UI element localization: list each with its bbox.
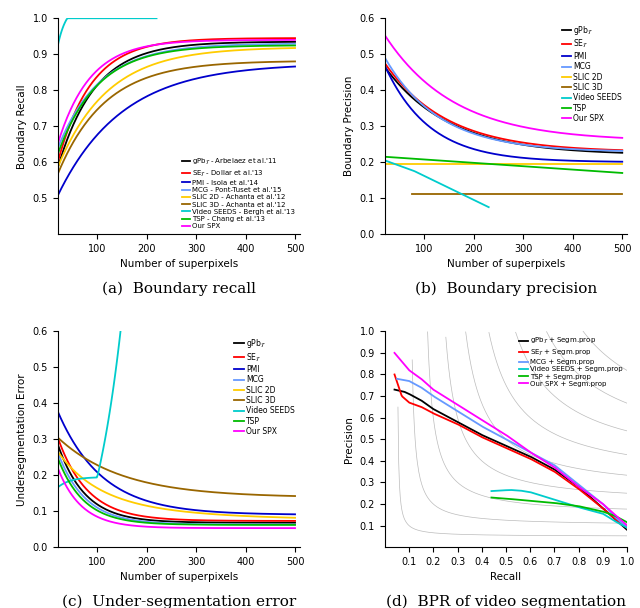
- Text: (b)  Boundary precision: (b) Boundary precision: [415, 282, 597, 296]
- Legend: gPb$_\mathcal{T}$, SE$_\mathcal{T}$, PMI, MCG, SLIC 2D, SLIC 3D, Video SEEDS, TS: gPb$_\mathcal{T}$, SE$_\mathcal{T}$, PMI…: [560, 22, 623, 125]
- Y-axis label: Precision: Precision: [344, 416, 354, 463]
- Text: (a)  Boundary recall: (a) Boundary recall: [102, 282, 256, 296]
- X-axis label: Recall: Recall: [490, 573, 522, 582]
- Legend: gPb$_\mathcal{T}$ - Arbelaez et al.'11, SE$_\mathcal{T}$ - Dollar et al.'13, PMI: gPb$_\mathcal{T}$ - Arbelaez et al.'11, …: [180, 156, 296, 230]
- Text: (c)  Under-segmentation error: (c) Under-segmentation error: [61, 595, 296, 608]
- Y-axis label: Undersegmentation Error: Undersegmentation Error: [17, 373, 27, 506]
- X-axis label: Number of superpixels: Number of superpixels: [120, 573, 238, 582]
- Y-axis label: Boundary Recall: Boundary Recall: [17, 84, 27, 168]
- X-axis label: Number of superpixels: Number of superpixels: [120, 260, 238, 269]
- Legend: gPb$_\mathcal{T}$, SE$_\mathcal{T}$, PMI, MCG, SLIC 2D, SLIC 3D, Video SEEDS, TS: gPb$_\mathcal{T}$, SE$_\mathcal{T}$, PMI…: [233, 335, 296, 438]
- Y-axis label: Boundary Precision: Boundary Precision: [344, 76, 354, 176]
- X-axis label: Number of superpixels: Number of superpixels: [447, 260, 565, 269]
- Text: (d)  BPR of video segmentation: (d) BPR of video segmentation: [386, 595, 626, 608]
- Legend: gPb$_\mathcal{T}$ + Segm.prop, SE$_\mathcal{T}$ + Segm.prop, MCG + Segm.prop, Vi: gPb$_\mathcal{T}$ + Segm.prop, SE$_\math…: [518, 335, 624, 388]
